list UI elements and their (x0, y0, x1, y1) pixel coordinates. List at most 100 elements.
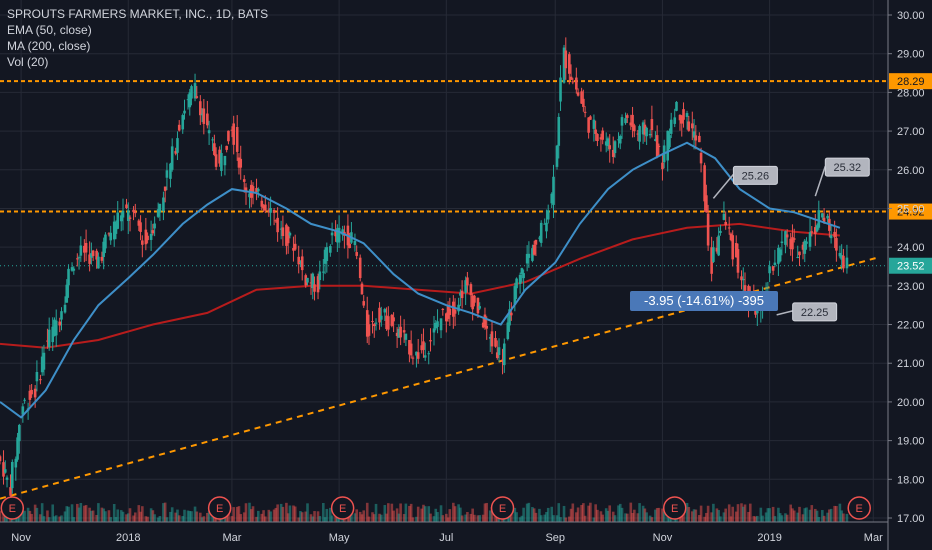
volume-bar (70, 504, 74, 522)
earnings-label: E (671, 503, 678, 515)
candle-body (63, 304, 67, 313)
candle-body (202, 108, 206, 124)
volume-bar (575, 512, 578, 522)
earnings-label: E (856, 503, 863, 515)
volume-bar (100, 507, 104, 522)
candle-body (387, 316, 390, 330)
candle-body (51, 326, 55, 343)
volume-bar (518, 517, 522, 522)
volume-bar (21, 511, 25, 522)
volume-bar (731, 506, 735, 522)
candle-body (114, 223, 118, 234)
volume-bar (445, 513, 448, 522)
candle-body (448, 308, 452, 315)
volume-bar (754, 516, 757, 522)
volume-bar (620, 507, 624, 522)
candle-body (705, 195, 708, 213)
candle-body (478, 306, 481, 309)
candle-body (814, 227, 817, 235)
candle-body (513, 286, 517, 306)
horizontal-levels[interactable]: 28.29 24.92 23.52 (0, 73, 932, 274)
volume-bar (190, 511, 193, 522)
price-axis[interactable]: 30.00 29.00 28.00 27.00 26.00 25.00 24.00 23.00… (887, 0, 925, 550)
volume-bar (365, 502, 369, 522)
candle-body (631, 114, 634, 127)
candle-body (14, 458, 18, 468)
candle-body (645, 127, 648, 137)
volume-bar (54, 515, 58, 522)
y-tick-label: 27.00 (897, 126, 925, 138)
candle-body (532, 244, 536, 255)
volume-bar (643, 508, 647, 522)
candle-body (618, 136, 622, 144)
candle-body (16, 437, 19, 460)
ma-200-path (0, 222, 840, 349)
volume-bar (460, 515, 464, 522)
legend-vol: Vol (20) (7, 55, 49, 69)
candle-body (669, 119, 673, 134)
volume-bar (177, 515, 181, 522)
candle-body (791, 237, 794, 250)
volume-bar (817, 516, 821, 522)
candle-body (805, 241, 808, 244)
candle-body (404, 333, 408, 340)
volume-bar (611, 511, 615, 522)
time-axis[interactable]: Nov 2018 Mar May Jul Sep Nov 2019 Mar (0, 521, 888, 544)
volume-bar (531, 507, 534, 522)
volume-bar (555, 515, 559, 522)
volume-bar (0, 510, 2, 522)
candle-body (267, 209, 271, 213)
candle-body (330, 232, 334, 236)
chart-legend: SPROUTS FARMERS MARKET, INC., 1D, BATS E… (7, 6, 268, 70)
volume-bar (638, 503, 641, 522)
volume-bar (756, 515, 759, 522)
candle-body (692, 131, 696, 138)
volume-bar (814, 508, 817, 522)
price-callouts[interactable]: 25.26 25.32 22.25 (712, 157, 870, 322)
volume-bar (387, 503, 390, 522)
volume-bar (409, 503, 413, 522)
candle-body (778, 249, 782, 262)
volume-bar (255, 516, 258, 522)
candle-body (798, 251, 801, 256)
volume-bar (139, 511, 142, 522)
candle-body (141, 240, 144, 245)
volume-bar (845, 513, 849, 522)
volume-bar (661, 508, 664, 522)
candle-body (625, 115, 629, 118)
volume-bar (249, 509, 253, 522)
volume-bar (151, 510, 155, 522)
candle-body (102, 241, 105, 257)
candle-body (402, 330, 406, 333)
volume-bar (495, 515, 499, 522)
volume-bar (251, 506, 255, 522)
volume-bar (199, 512, 202, 522)
candle-body (360, 283, 364, 295)
candle-body (300, 256, 304, 271)
measure-text: -3.95 (-14.61%) -395 (644, 293, 764, 308)
volume-bar (186, 510, 190, 522)
volume-bar (2, 511, 5, 522)
candle-body (40, 356, 44, 373)
candle-body (599, 137, 603, 140)
candle-body (525, 253, 529, 264)
volume-bar (260, 513, 264, 522)
candle-body (151, 230, 155, 234)
candle-body (2, 462, 5, 477)
candle-body (550, 193, 554, 204)
candle-body (139, 222, 142, 232)
volume-bar (206, 512, 209, 522)
volume-bar (304, 511, 308, 522)
candle-body (329, 246, 332, 253)
volume-bar (810, 505, 814, 522)
candle-body (70, 267, 74, 271)
candle-body (596, 134, 599, 142)
volume-bar (174, 512, 178, 522)
volume-bar (624, 513, 627, 522)
volume-bar (457, 504, 460, 522)
volume-bar (77, 507, 81, 522)
candle-body (666, 130, 670, 161)
x-tick-label: 2019 (757, 532, 781, 544)
